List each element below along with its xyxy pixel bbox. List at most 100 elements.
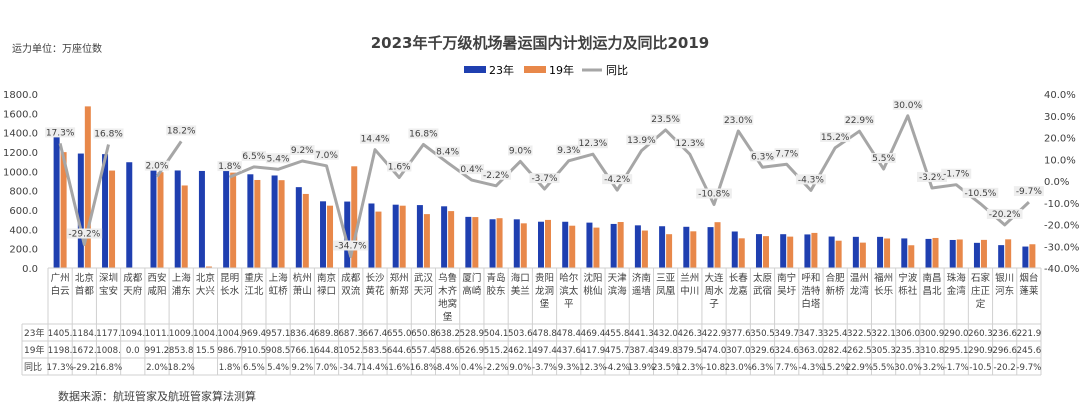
category-label: 天河: [414, 285, 434, 297]
table-cell: 379.5: [678, 346, 703, 356]
table-cell: 9.0%: [509, 363, 531, 373]
table-cell: 910.5: [242, 346, 267, 356]
table-cell: 957.1: [266, 329, 291, 339]
yoy-point-label: -1.7%: [943, 170, 970, 180]
yoy-point-label: 23.0%: [724, 116, 753, 126]
table-cell: 1011.: [145, 329, 170, 339]
table-cell: 1094.: [120, 329, 145, 339]
bar-23: [586, 222, 593, 268]
yoy-point-label-bg: [750, 151, 775, 162]
table-cell: 13.9%: [628, 363, 655, 373]
table-cell: -9.7%: [1016, 363, 1041, 373]
table-cell: 15.5: [196, 346, 215, 356]
unit-label: 运力单位：万座位数: [12, 42, 102, 55]
table-row-label: 19年: [24, 344, 44, 356]
category-label: 吴圩: [777, 285, 797, 297]
bar-23: [174, 170, 181, 268]
bar-23: [538, 221, 544, 268]
yoy-point-label-bg: [241, 150, 267, 161]
yoy-point-label-bg: [696, 188, 732, 199]
table-cell: 282.4: [823, 346, 848, 356]
category-label: 中川: [680, 285, 699, 297]
table-cell: 417.9: [581, 346, 606, 356]
table-cell: 638.2: [435, 329, 460, 339]
table-cell: 441.3: [629, 329, 654, 339]
table-cell: 235.3: [895, 346, 920, 356]
bar-19: [666, 234, 673, 268]
table-cell: 236.6: [992, 329, 1017, 339]
table-cell: 7.0%: [316, 363, 338, 373]
bar-23: [513, 219, 520, 268]
bar-23: [126, 162, 133, 268]
table-cell: 2.0%: [146, 363, 168, 373]
category-label: 长乐: [874, 285, 894, 297]
category-label: 长沙: [365, 272, 385, 284]
left-tick-label: 600.0: [9, 206, 38, 217]
bar-23: [416, 205, 423, 268]
table-cell: 462.1: [508, 346, 533, 356]
yoy-point-label-bg: [892, 99, 923, 110]
bar-19: [520, 223, 527, 268]
table-cell: 0.4%: [461, 363, 483, 373]
table-cell: 23.0%: [725, 363, 752, 373]
yoy-point-label: 8.4%: [436, 148, 459, 158]
bar-19: [835, 240, 842, 268]
category-label: 遥墙: [632, 285, 652, 297]
table-cell: 526.9: [460, 346, 485, 356]
table-cell: -2.2%: [484, 363, 509, 373]
yoy-point-label-bg: [723, 114, 754, 125]
yoy-line: [58, 143, 110, 246]
left-tick-label: 1000.0: [3, 167, 38, 178]
category-label: 天府: [123, 285, 143, 297]
chart-title: 2023年千万级机场暑运国内计划运力及同比2019: [371, 34, 710, 52]
bar-19: [157, 172, 164, 268]
category-label: 定: [976, 298, 986, 310]
bar-23: [295, 187, 302, 268]
yoy-point-label: -3.7%: [531, 174, 558, 184]
table-cell: -3.7%: [532, 363, 557, 373]
yoy-point-label-bg: [45, 127, 76, 138]
right-tick-label: 40.0%: [1044, 90, 1076, 101]
bar-23: [973, 242, 980, 268]
yoy-point-label-bg: [435, 146, 460, 157]
table-cell: 1.8%: [219, 363, 241, 373]
yoy-point-label-bg: [626, 134, 657, 145]
yoy-point-label: -20.2%: [989, 210, 1021, 220]
bar-23: [562, 221, 569, 268]
yoy-point-label: -10.5%: [965, 189, 997, 199]
table-cell: 1009.: [169, 329, 194, 339]
table-cell: 478.4: [556, 329, 581, 339]
yoy-point-label-bg: [66, 228, 103, 239]
bar-23: [659, 226, 666, 268]
bar-23: [925, 238, 932, 268]
table-cell: 1052.: [338, 346, 363, 356]
table-cell: 347.3: [799, 329, 824, 339]
bar-19: [859, 242, 866, 268]
category-label: 江北: [244, 286, 264, 297]
yoy-point-label: 0.4%: [460, 165, 483, 175]
bar-19: [641, 230, 648, 268]
bar-19: [327, 205, 334, 268]
bar-23: [247, 174, 254, 268]
table-cell: 667.4: [363, 329, 388, 339]
table-cell: 377.6: [726, 329, 751, 339]
yoy-point-label-bg: [93, 128, 124, 139]
table-cell: 12.3%: [579, 363, 606, 373]
right-tick-label: -10.0%: [1044, 199, 1079, 210]
category-label: 胶东: [487, 285, 506, 297]
table-cell: 325.4: [823, 329, 848, 339]
category-label: 温州: [850, 273, 869, 284]
table-cell: 1184.: [72, 329, 97, 339]
category-label: 武汉: [414, 272, 434, 284]
category-label: 长春: [729, 272, 749, 284]
category-label: 长水: [220, 285, 240, 297]
yoy-point-label: 16.8%: [94, 129, 123, 139]
yoy-point-label-bg: [529, 173, 560, 184]
category-label: 萧山: [293, 285, 312, 297]
category-label: 浦东: [172, 285, 191, 297]
yoy-point-label-bg: [1013, 186, 1044, 197]
category-label: 贵阳: [535, 272, 554, 284]
category-label: 白塔: [801, 298, 821, 310]
table-cell: 300.9: [920, 329, 945, 339]
bar-23: [53, 132, 60, 268]
